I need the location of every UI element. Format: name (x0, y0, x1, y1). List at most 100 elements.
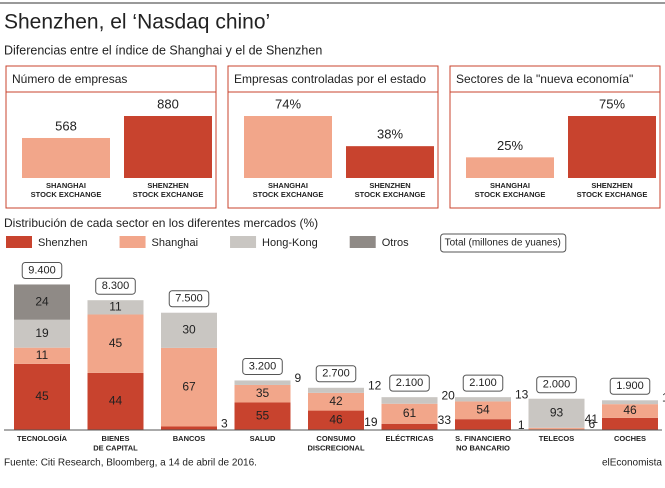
total-label: 3.200 (249, 360, 277, 372)
bar-segment (234, 402, 291, 430)
legend-label: Otros (382, 237, 409, 249)
total-label: 9.400 (28, 264, 56, 276)
chart-title: Distribución de cada sector en los difer… (4, 216, 318, 230)
bar-segment (234, 384, 291, 403)
panel (449, 65, 661, 209)
bar (466, 157, 554, 178)
panel-title: Número de empresas (12, 72, 127, 86)
total-box (536, 376, 577, 394)
category-label: COCHES (614, 434, 646, 443)
segment-label: 45 (109, 336, 123, 350)
bar (346, 146, 434, 178)
title: Shenzhen, el ‘Nasdaq chino’ (4, 11, 270, 34)
panel (227, 65, 439, 209)
category-label: SHENZHEN (591, 181, 632, 190)
bar-segment (161, 312, 217, 348)
bar-segment (381, 403, 438, 424)
segment-label: 19 (35, 326, 49, 340)
category-label: DE CAPITAL (93, 443, 138, 452)
value-label: 25% (497, 138, 523, 153)
category-label: TELECOS (539, 434, 574, 443)
category-label: ELÉCTRICAS (386, 434, 434, 443)
segment-label: 46 (329, 412, 343, 426)
category-label: SHANGHAI (490, 181, 530, 190)
category-label: STOCK EXCHANGE (253, 190, 324, 199)
subtitle: Diferencias entre el índice de Shanghai … (4, 43, 322, 57)
category-label: S. FINANCIERO (455, 434, 511, 443)
panel-title: Empresas controladas por el estado (234, 72, 426, 86)
legend-label: Hong-Kong (262, 237, 318, 249)
legend-total-box (440, 233, 567, 253)
total-box (609, 377, 651, 395)
total-box (95, 277, 136, 295)
total-box (168, 290, 210, 308)
bar-segment (14, 284, 70, 320)
category-label: STOCK EXCHANGE (31, 190, 102, 199)
total-box (242, 357, 283, 375)
legend-swatch (119, 236, 146, 248)
total-label: 2.100 (469, 377, 497, 389)
segment-label: 3 (221, 416, 228, 430)
category-label: STOCK EXCHANGE (355, 190, 426, 199)
bar-segment (161, 426, 217, 430)
total-box (315, 365, 357, 383)
bar-segment (602, 417, 658, 430)
panel (5, 65, 217, 209)
legend-label: Shenzhen (38, 237, 88, 249)
segment-label: 46 (623, 403, 637, 417)
value-label: 74% (275, 96, 301, 111)
total-box (389, 374, 430, 392)
segment-label: 13 (662, 390, 665, 404)
segment-label: 13 (515, 387, 529, 401)
value-label: 880 (157, 96, 179, 111)
bar-segment (14, 363, 70, 430)
category-label: SHANGHAI (268, 181, 308, 190)
category-label: DISCRECIONAL (307, 443, 365, 452)
bar-segment (308, 392, 364, 411)
bar-segment (455, 401, 511, 420)
category-label: TECNOLOGÍA (17, 434, 68, 443)
total-label: 7.500 (175, 293, 203, 305)
segment-label: 42 (329, 394, 343, 408)
bar-segment (87, 372, 144, 430)
bar-segment (602, 404, 658, 418)
bar-segment (87, 314, 144, 373)
segment-label: 20 (442, 389, 456, 403)
bar (568, 116, 656, 178)
total-box (462, 374, 504, 392)
segment-label: 44 (109, 394, 123, 408)
category-label: BANCOS (173, 434, 206, 443)
segment-label: 11 (36, 348, 49, 362)
segment-label: 1 (518, 418, 525, 432)
segment-label: 9 (295, 371, 302, 385)
category-label: CONSUMO (316, 434, 355, 443)
bar-segment (381, 397, 438, 404)
category-label: SHENZHEN (147, 181, 188, 190)
panel-title: Sectores de la "nueva economía" (456, 72, 633, 86)
total-label: 2.100 (396, 377, 424, 389)
segment-label: 93 (550, 405, 564, 419)
total-label: 2.700 (322, 368, 350, 380)
bar-segment (161, 347, 217, 427)
bar-segment (381, 423, 438, 430)
value-label: 38% (377, 127, 403, 142)
legend-total-label: Total (millones de yuanes) (445, 238, 561, 249)
bar-segment (308, 387, 364, 393)
category-label: SHENZHEN (369, 181, 410, 190)
total-label: 1.900 (616, 380, 644, 392)
segment-label: 12 (368, 378, 382, 392)
category-label: BIENES (102, 434, 130, 443)
source: Fuente: Citi Research, Bloomberg, a 14 d… (4, 458, 257, 469)
category-label: NO BANCARIO (456, 443, 510, 452)
value-label: 568 (55, 118, 77, 133)
brand: elEconomista (602, 458, 662, 469)
segment-label: 19 (364, 415, 378, 429)
segment-label: 55 (256, 408, 270, 422)
segment-label: 61 (403, 406, 417, 420)
segment-label: 30 (182, 322, 196, 336)
bar-segment (455, 397, 511, 402)
segment-label: 67 (182, 379, 196, 393)
bar-segment (528, 398, 585, 428)
bar-segment (14, 347, 70, 364)
